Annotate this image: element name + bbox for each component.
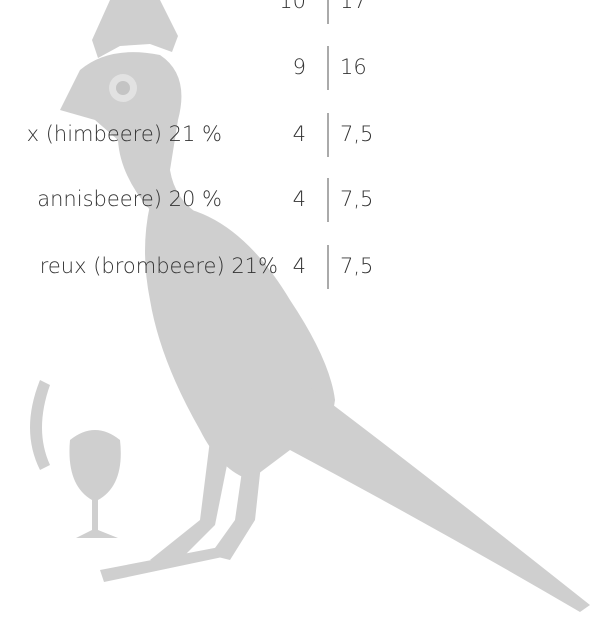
- price-small: 4: [293, 122, 306, 146]
- menu-page: 10 17 9 16 x (himbeere) 21 % 4 7,5 annisbeere) …: [0, 0, 590, 617]
- page: 10 17 9 16 x (himbeere) 21 % 4 7,5 annisbeere) …: [0, 0, 590, 617]
- price-large: 7,5: [340, 122, 373, 146]
- price-large: 7,5: [340, 254, 373, 278]
- item-name: annisbeere) 20 %: [37, 187, 222, 211]
- price-small: 4: [293, 254, 306, 278]
- price-large: 17: [340, 0, 367, 13]
- item-name: x (himbeere) 21 %: [27, 122, 222, 146]
- pheasant-watermark: [30, 0, 590, 612]
- price-large: 16: [340, 55, 367, 79]
- price-large: 7,5: [340, 187, 373, 211]
- price-small: 4: [293, 187, 306, 211]
- price-small: 10: [279, 0, 306, 13]
- price-small: 9: [293, 55, 306, 79]
- item-name: reux (brombeere) 21%: [40, 254, 278, 278]
